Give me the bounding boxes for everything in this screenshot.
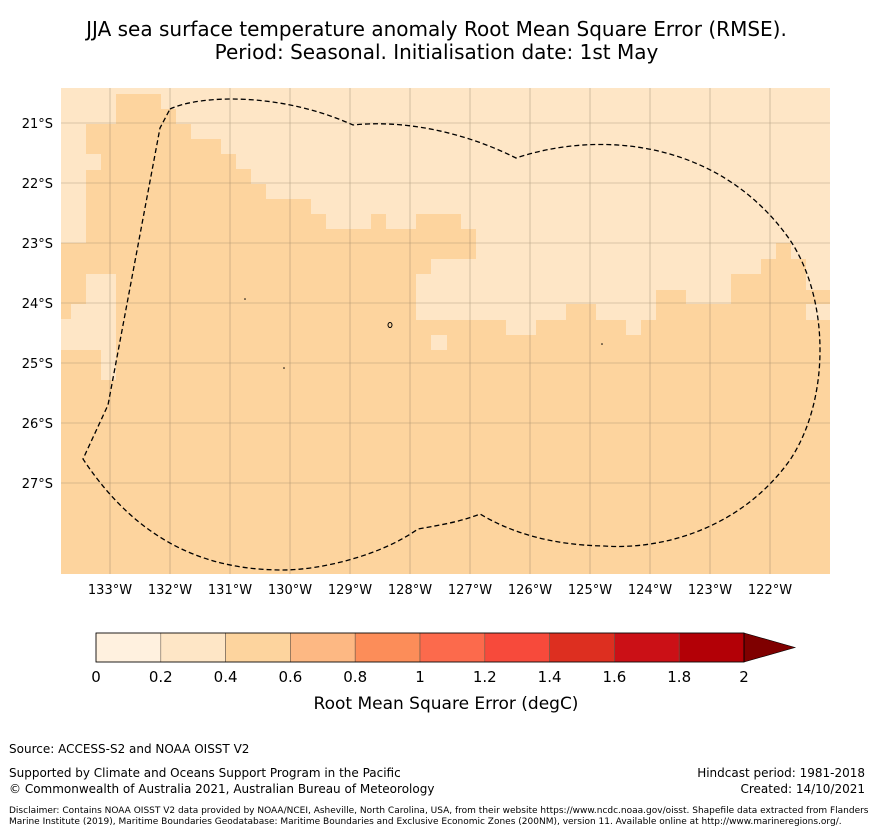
lon-label: 133°W — [88, 583, 132, 598]
map-panel — [61, 88, 830, 574]
rmse-0-0.2-cell — [806, 304, 830, 320]
colorbar-label: Root Mean Square Error (degC) — [314, 694, 579, 714]
lon-label: 130°W — [268, 583, 312, 598]
lat-label: 27°S — [22, 477, 53, 492]
colorbar-segment — [419, 632, 486, 663]
colorbar-segment — [354, 632, 421, 663]
lat-label: 21°S — [22, 117, 53, 132]
lon-label: 131°W — [208, 583, 252, 598]
lat-labels: 21°S 22°S 23°S 24°S 25°S 26°S 27°S — [22, 117, 53, 492]
colorbar-tick: 2 — [739, 668, 749, 686]
disclaimer-text: Disclaimer: Contains NOAA OISST V2 data … — [9, 806, 869, 827]
colorbar-outline — [95, 632, 745, 663]
colorbar-tick: 1 — [415, 668, 425, 686]
colorbar-segment — [160, 632, 226, 663]
rmse-0-0.2-cell — [61, 319, 71, 350]
colorbar-tick: 0.6 — [278, 668, 302, 686]
supported-text: Supported by Climate and Oceans Support … — [9, 766, 401, 780]
colorbar-tick: 1.2 — [473, 668, 497, 686]
lat-label: 25°S — [22, 357, 53, 372]
colorbar-tick: 0.2 — [149, 668, 173, 686]
rmse-0-0.2-cell — [431, 335, 447, 350]
lon-label: 127°W — [448, 583, 492, 598]
lon-labels: 133°W 132°W 131°W 130°W 129°W 128°W 127°… — [88, 583, 792, 598]
rmse-0-0.2-cell — [86, 88, 116, 124]
lat-label: 22°S — [22, 177, 53, 192]
rmse-0-0.2-cell — [86, 154, 101, 170]
lat-label: 24°S — [22, 297, 53, 312]
lon-label: 125°W — [568, 583, 612, 598]
rmse-0-0.2-cell — [61, 88, 86, 243]
lon-label: 128°W — [388, 583, 432, 598]
colorbar-segment — [549, 632, 615, 663]
colorbar-segment — [678, 632, 745, 663]
colorbar-tick: 1.4 — [538, 668, 562, 686]
rmse-0.4-0.6-region — [61, 94, 830, 574]
chart-title-line2: Period: Seasonal. Initialisation date: 1… — [214, 40, 659, 64]
lon-label: 124°W — [628, 583, 672, 598]
source-text: Source: ACCESS-S2 and NOAA OISST V2 — [9, 742, 250, 756]
eez-boundary — [82, 98, 821, 571]
lon-label: 129°W — [328, 583, 372, 598]
colorbar-tick: 1.8 — [667, 668, 691, 686]
rmse-0-0.2-cell — [71, 304, 116, 350]
colorbar-tick-labels: 0 0.2 0.4 0.6 0.8 1 1.2 1.4 1.6 1.8 2 — [91, 668, 749, 686]
colorbar-segment — [290, 632, 356, 663]
colorbar-extend-arrow — [743, 632, 797, 663]
island-marker — [283, 367, 285, 369]
colorbar-segment — [225, 632, 291, 663]
chart-title-line1: JJA sea surface temperature anomaly Root… — [86, 17, 787, 41]
hindcast-text: Hindcast period: 1981-2018 — [697, 766, 865, 780]
colorbar-tick: 1.6 — [602, 668, 626, 686]
lon-label: 126°W — [508, 583, 552, 598]
colorbar-segment — [484, 632, 550, 663]
island-marker — [601, 343, 603, 345]
colorbar-segment — [614, 632, 680, 663]
island-marker — [387, 322, 393, 328]
lat-label: 23°S — [22, 237, 53, 252]
lon-label: 122°W — [748, 583, 792, 598]
copyright-text: © Commonwealth of Australia 2021, Austra… — [9, 782, 435, 796]
colorbar-tick: 0.8 — [343, 668, 367, 686]
colorbar — [95, 632, 797, 663]
colorbar-segment — [95, 632, 162, 663]
created-text: Created: 14/10/2021 — [740, 782, 865, 796]
rmse-0-0.2-cell — [101, 350, 116, 380]
colorbar-tick: 0.4 — [214, 668, 238, 686]
rmse-0-0.2-cell — [86, 274, 116, 304]
lat-label: 26°S — [22, 417, 53, 432]
island-marker — [244, 298, 246, 300]
gridlines — [61, 88, 830, 574]
lon-label: 123°W — [688, 583, 732, 598]
lon-label: 132°W — [148, 583, 192, 598]
colorbar-tick: 0 — [91, 668, 101, 686]
